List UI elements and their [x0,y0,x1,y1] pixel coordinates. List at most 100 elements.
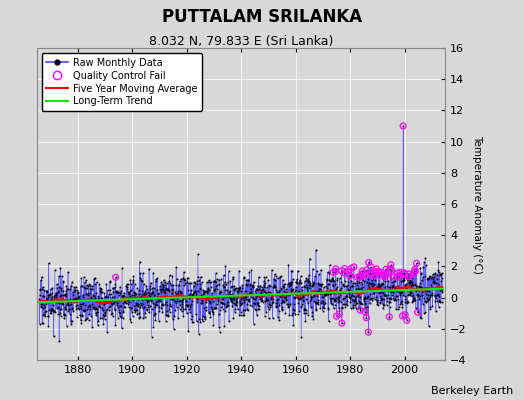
Point [302,306,310,313]
Point [336,287,344,293]
Point [295,308,303,315]
Point [133,301,141,307]
Point [170,293,179,299]
Point [261,296,270,303]
Point [323,276,331,283]
Point [227,299,236,305]
Point [122,283,130,290]
Point [109,284,117,291]
Point [203,285,212,292]
Point [106,302,114,309]
Point [412,260,421,266]
Point [402,298,411,304]
Point [259,292,267,299]
Point [311,290,320,296]
Point [267,291,276,297]
Point [286,291,294,298]
Point [143,296,151,303]
Point [365,284,373,290]
Point [115,297,123,303]
Point [216,288,225,294]
Point [187,287,195,293]
Point [285,312,293,318]
Point [311,299,320,305]
Point [172,290,180,297]
Point [247,286,256,293]
Point [159,284,167,290]
Point [396,301,405,307]
Point [334,296,342,302]
Point [128,313,137,320]
Point [80,308,89,314]
Point [60,315,68,321]
Point [377,295,385,302]
Point [151,300,159,307]
Point [403,299,412,306]
Point [270,283,278,290]
Point [136,314,144,320]
Point [136,270,145,276]
Point [418,289,427,296]
Point [182,298,191,304]
Point [416,314,424,320]
Point [76,312,84,318]
Point [117,295,126,301]
Point [188,313,196,320]
Point [418,292,426,298]
Point [129,296,137,303]
Point [105,299,113,306]
Point [318,294,326,300]
Point [438,287,446,294]
Point [192,294,200,300]
Point [311,273,319,280]
Point [350,297,358,304]
Point [128,278,137,285]
Point [343,298,351,304]
Point [63,298,72,304]
Text: PUTTALAM SRILANKA: PUTTALAM SRILANKA [162,8,362,26]
Point [325,262,334,268]
Point [218,300,226,306]
Point [84,304,92,310]
Point [242,277,250,284]
Point [158,302,167,309]
Point [234,289,242,296]
Point [249,294,257,301]
Point [238,282,247,288]
Point [322,288,330,294]
Point [208,292,216,298]
Point [38,301,47,307]
Point [430,279,439,285]
Point [254,306,263,312]
Point [407,290,416,297]
Point [228,274,237,280]
Point [226,284,235,290]
Point [87,313,95,319]
Point [379,290,387,296]
Point [296,277,304,284]
Point [72,294,80,301]
Point [309,266,317,272]
Point [101,309,110,316]
Point [37,297,46,304]
Point [220,322,228,329]
Point [406,280,414,286]
Point [395,273,403,279]
Point [172,275,181,282]
Point [370,290,378,296]
Point [350,293,358,299]
Point [247,294,255,300]
Point [312,300,321,306]
Point [267,295,275,302]
Point [364,293,373,300]
Point [286,280,294,286]
Point [137,278,146,284]
Point [51,267,59,273]
Point [180,275,188,282]
Point [324,281,332,287]
Point [353,300,361,306]
Point [366,264,375,270]
Point [315,271,323,277]
Point [171,299,180,306]
Point [305,282,314,288]
